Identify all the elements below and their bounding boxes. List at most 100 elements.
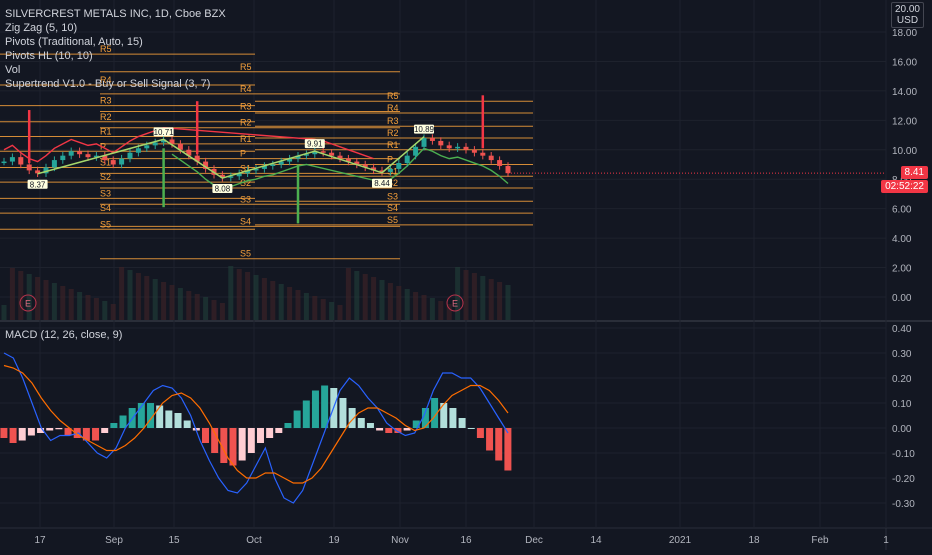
- countdown-tag: 02:52:22: [881, 180, 928, 193]
- volume-bar: [354, 271, 360, 320]
- candle-body: [127, 152, 133, 159]
- time-tick-label: 14: [590, 535, 602, 546]
- pivot-label: P: [240, 149, 246, 159]
- pivot-label: S1: [240, 163, 251, 173]
- pivot-label: P: [387, 155, 393, 165]
- supertrend-down-line: [3, 126, 374, 163]
- macd-histogram-bar: [385, 428, 393, 433]
- candle-body: [379, 170, 385, 172]
- zigzag-label-box: [27, 179, 48, 189]
- indicator-pivots[interactable]: Pivots (Traditional, Auto, 15): [5, 36, 143, 48]
- candle-body: [93, 155, 99, 158]
- indicator-pivots-hl[interactable]: Pivots HL (10, 10): [5, 50, 93, 62]
- candle-body: [505, 165, 511, 174]
- candle-body: [135, 148, 141, 153]
- volume-bar: [60, 286, 66, 320]
- volume-bar: [85, 295, 91, 320]
- price-tick-label: 0.00: [892, 293, 912, 304]
- volume-bar: [9, 268, 15, 320]
- candle-body: [203, 161, 209, 169]
- pivot-label: R3: [100, 96, 112, 106]
- macd-tick-label: -0.10: [892, 449, 915, 460]
- volume-bar: [119, 267, 125, 320]
- volume-bar: [379, 280, 385, 320]
- macd-histogram-bar: [421, 408, 429, 428]
- macd-histogram-bar: [403, 428, 411, 431]
- macd-histogram-bar: [256, 428, 264, 443]
- price-tick-label: 4.00: [892, 234, 912, 245]
- indicator-supertrend[interactable]: Supertrend V1.0 - Buy or Sell Signal (3,…: [5, 78, 211, 90]
- volume-bar: [194, 294, 200, 320]
- macd-histogram-bar: [55, 428, 63, 430]
- pivot-label: R2: [100, 112, 112, 122]
- macd-histogram-bar: [46, 428, 54, 431]
- macd-title[interactable]: MACD (12, 26, close, 9): [5, 329, 123, 341]
- macd-histogram-bar: [486, 428, 494, 451]
- candle-body: [497, 160, 503, 166]
- macd-histogram-bar: [357, 418, 365, 428]
- pivot-label: S4: [240, 216, 251, 226]
- volume-bar: [35, 277, 41, 320]
- pivot-label: R3: [387, 116, 399, 126]
- volume-bar: [211, 300, 217, 320]
- macd-histogram-bar: [174, 413, 182, 428]
- volume-bar: [1, 305, 7, 320]
- macd-histogram-bar: [458, 418, 466, 428]
- candle-body: [77, 151, 83, 155]
- pivot-label: S5: [240, 249, 251, 259]
- candle-body: [60, 155, 66, 161]
- candle-body: [303, 154, 309, 156]
- pivot-label: S2: [387, 178, 398, 188]
- indicator-zigzag[interactable]: Zig Zag (5, 10): [5, 22, 78, 34]
- pivot-label: S1: [100, 157, 111, 167]
- candle-body: [446, 145, 452, 149]
- macd-line: [3, 352, 509, 504]
- candle-body: [186, 149, 192, 156]
- macd-histogram-bar: [37, 428, 45, 433]
- pivot-label: S5: [100, 219, 111, 229]
- signal-line: [3, 364, 509, 484]
- macd-histogram-bar: [229, 428, 237, 466]
- zigzag-label-box: [212, 184, 233, 194]
- candle-body: [488, 155, 494, 161]
- macd-histogram-bar: [467, 428, 475, 429]
- volume-bar: [77, 292, 83, 320]
- volume-bar: [270, 281, 276, 320]
- earnings-label: E: [452, 299, 458, 309]
- candle-body: [362, 164, 368, 168]
- volume-bar: [429, 298, 435, 320]
- candle-body: [261, 165, 267, 169]
- candle-body: [404, 155, 410, 164]
- macd-histogram-bar: [27, 428, 35, 436]
- candle-body: [228, 176, 234, 178]
- macd-tick-label: 0.30: [892, 349, 912, 360]
- candle-body: [278, 161, 284, 165]
- macd-histogram-bar: [366, 423, 374, 428]
- time-tick-label: Sep: [105, 535, 123, 546]
- macd-histogram-bar: [394, 428, 402, 433]
- pivot-label: R1: [240, 134, 252, 144]
- macd-histogram-bar: [92, 428, 100, 441]
- volume-bar: [480, 276, 486, 320]
- indicator-volume[interactable]: Vol: [5, 64, 21, 76]
- candle-body: [35, 170, 41, 174]
- volume-bar: [203, 297, 209, 320]
- candle-body: [396, 163, 402, 169]
- currency-box[interactable]: 20.00 USD: [890, 2, 924, 28]
- candle-body: [169, 139, 175, 144]
- macd-histogram-bar: [431, 398, 439, 428]
- time-tick-label: Nov: [391, 535, 409, 546]
- pivot-label: S3: [240, 194, 251, 204]
- volume-bar: [177, 288, 183, 320]
- volume-bar: [337, 305, 343, 320]
- pivot-label: R1: [100, 127, 112, 137]
- volume-bar: [110, 304, 116, 320]
- time-tick-label: Feb: [811, 535, 829, 546]
- candle-body: [9, 157, 15, 162]
- macd-histogram-bar: [339, 398, 347, 428]
- macd-histogram-bar: [0, 428, 8, 438]
- pivot-label: R2: [240, 118, 252, 128]
- macd-histogram-bar: [110, 423, 118, 428]
